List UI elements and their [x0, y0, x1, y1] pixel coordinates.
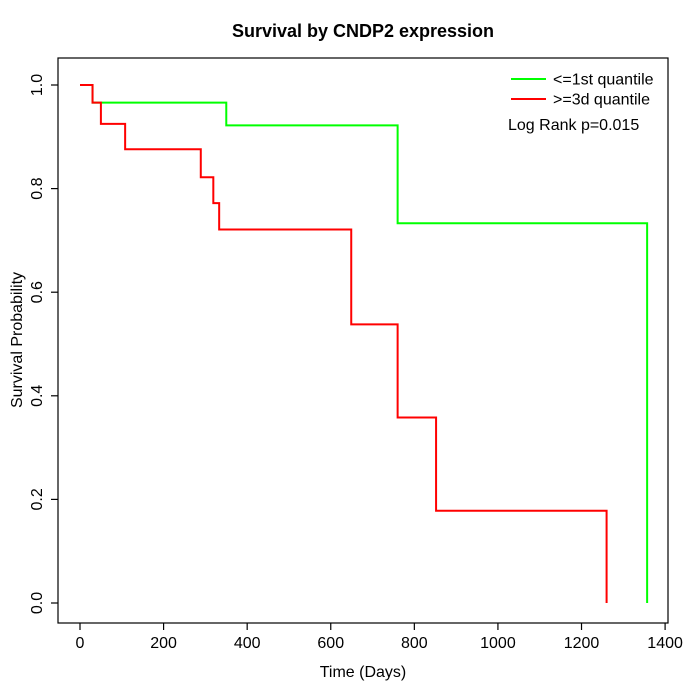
legend: <=1st quantile >=3d quantile Log Rank p=… [508, 72, 654, 135]
y-tick-label: 0.6 [29, 281, 46, 303]
legend-label-high-expression: >=3d quantile [553, 92, 650, 109]
y-axis-title: Survival Probability [9, 272, 26, 408]
chart-title: Survival by CNDP2 expression [232, 21, 494, 41]
x-tick-label: 800 [401, 635, 428, 652]
km-curves [80, 84, 649, 603]
y-tick-label: 1.0 [29, 74, 46, 96]
y-tick-label: 0.2 [29, 488, 46, 510]
x-tick-label: 1400 [647, 635, 683, 652]
y-tick-label: 0.4 [29, 385, 46, 407]
x-tick-label: 400 [234, 635, 261, 652]
y-tick-label: 0.8 [29, 177, 46, 199]
y-axis: 0.0 0.2 0.4 0.6 0.8 1.0 [29, 74, 58, 614]
y-tick-label: 0.0 [29, 592, 46, 614]
legend-label-low-expression: <=1st quantile [553, 72, 654, 89]
log-rank-pvalue-annotation: Log Rank p=0.015 [508, 117, 639, 134]
x-tick-label: 600 [317, 635, 344, 652]
km-curve-high-expression [80, 84, 608, 603]
x-tick-label: 1000 [480, 635, 516, 652]
x-tick-label: 200 [150, 635, 177, 652]
x-tick-label: 1200 [564, 635, 600, 652]
x-axis-title: Time (Days) [320, 664, 407, 681]
plot-border-box [57, 57, 669, 624]
x-axis: 0 200 400 600 800 1000 1200 1400 [76, 623, 683, 652]
km-curve-low-expression [80, 84, 649, 603]
x-tick-label: 0 [76, 635, 85, 652]
